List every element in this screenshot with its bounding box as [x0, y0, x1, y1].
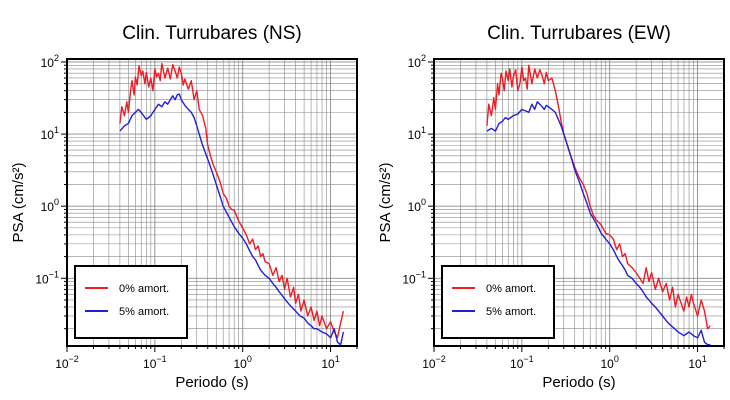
plot-frame: [433, 58, 725, 347]
grid-lines: [66, 59, 358, 346]
x-tick-label: 10−1: [510, 354, 534, 371]
plot-area: [486, 64, 711, 346]
x-tick-label: 100: [601, 354, 619, 371]
x-axis-label: Periodo (s): [542, 374, 615, 391]
y-tick-label: 10−1: [35, 269, 59, 286]
y-tick-label: 101: [41, 125, 59, 142]
x-axis-ticks: 10−2 10−1 100 101: [422, 346, 725, 371]
y-axis-label: PSA (cm/s²): [10, 162, 27, 242]
chart-panel-ns: Clin. Turrubares (NS) 10−2 10−1 100 101 10−…: [10, 23, 358, 391]
x-tick-label: 10−2: [422, 354, 446, 371]
x-tick-label: 10−2: [55, 354, 79, 371]
legend-label-damped: 5% amort.: [486, 306, 536, 318]
y-tick-label: 102: [408, 53, 426, 70]
legend: 0% amort. 5% amort.: [74, 265, 188, 339]
x-tick-label: 101: [688, 354, 706, 371]
y-tick-label: 100: [41, 197, 59, 214]
x-axis-ticks: 10−2 10−1 100 101: [55, 346, 358, 371]
plot-frame: [66, 58, 358, 347]
plot-area: [119, 62, 345, 346]
x-tick-label: 101: [321, 354, 339, 371]
chart-title: Clin. Turrubares (NS): [122, 23, 302, 44]
y-tick-label: 101: [408, 125, 426, 142]
y-axis-label: PSA (cm/s²): [377, 162, 394, 242]
legend: 0% amort. 5% amort.: [441, 265, 555, 339]
legend-box: [441, 265, 555, 339]
series-line-damped: [486, 101, 711, 346]
legend-box: [74, 265, 188, 339]
series-line-undamped: [119, 62, 345, 339]
y-axis-ticks: 10−1 100 101 102: [35, 53, 67, 330]
x-tick-label: 100: [234, 354, 252, 371]
series-line-damped: [119, 93, 345, 346]
y-tick-label: 102: [41, 53, 59, 70]
legend-label-damped: 5% amort.: [119, 306, 169, 318]
x-tick-label: 10−1: [143, 354, 167, 371]
y-axis-ticks: 10−1 100 101 102: [402, 53, 434, 330]
chart-title: Clin. Turrubares (EW): [487, 23, 671, 44]
chart-panel-ew: Clin. Turrubares (EW) 10−2 10−1 100 101 10−…: [377, 23, 725, 391]
x-axis-label: Periodo (s): [175, 374, 248, 391]
series-line-undamped: [486, 64, 711, 330]
legend-label-undamped: 0% amort.: [486, 283, 536, 295]
legend-label-undamped: 0% amort.: [119, 283, 169, 295]
y-tick-label: 100: [408, 197, 426, 214]
y-tick-label: 10−1: [402, 269, 426, 286]
